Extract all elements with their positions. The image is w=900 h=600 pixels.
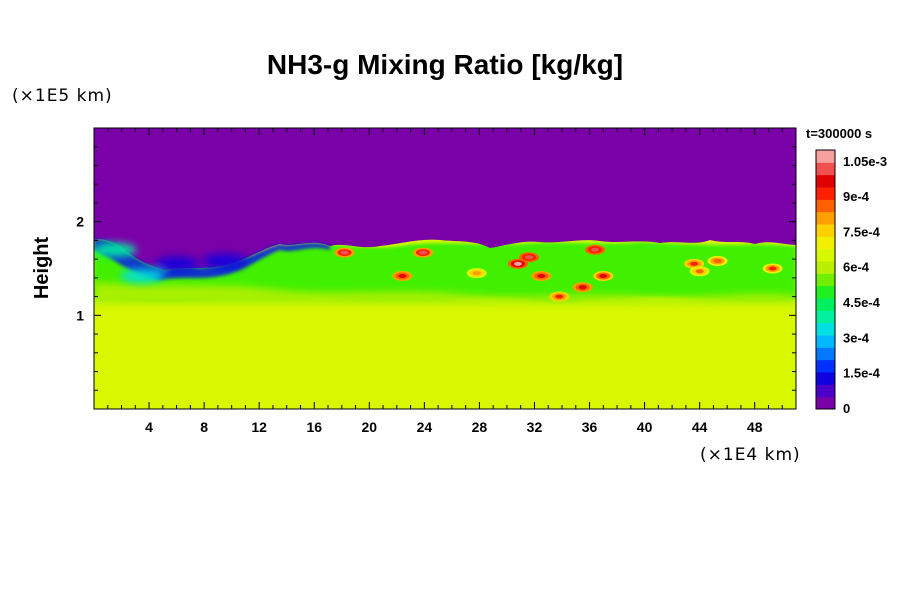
x-tick-label: 40 (637, 419, 653, 435)
blob-core (418, 250, 427, 255)
blob-core (695, 269, 704, 274)
time-label: t=300000 s (806, 126, 872, 141)
low-value-patch (154, 256, 199, 271)
x-tick-label: 24 (417, 419, 433, 435)
colorbar-swatch (816, 273, 835, 287)
blob-core (524, 255, 533, 260)
low-value-patch (94, 242, 137, 257)
colorbar-label: 9e-4 (843, 189, 870, 204)
x-tick-label: 28 (472, 419, 488, 435)
x-tick-label: 32 (527, 419, 543, 435)
high-value-blobs (334, 244, 783, 302)
colorbar-swatches (816, 150, 835, 410)
colorbar-label: 3e-4 (843, 330, 870, 345)
colorbar-label: 4.5e-4 (843, 295, 881, 310)
colorbar-swatch (816, 174, 835, 188)
colorbar: 0 1.5e-4 3e-4 4.5e-4 6e-4 7.5e-4 9e-4 1.05e-3 (815, 149, 887, 416)
blob-core (398, 273, 407, 278)
blob-core (713, 259, 722, 264)
colorbar-swatch (816, 162, 835, 176)
colorbar-label: 1.5e-4 (843, 366, 881, 381)
x-unit-label: (×1E4 km) (700, 445, 801, 465)
blob-core (591, 247, 600, 252)
colorbar-frame (815, 149, 836, 410)
colorbar-swatch (816, 187, 835, 200)
colorbar-swatch (816, 372, 835, 385)
blob-core (768, 266, 777, 271)
x-tick-label: 48 (747, 419, 763, 435)
colorbar-swatch (816, 298, 835, 311)
y-tick-label: 1 (76, 307, 84, 323)
low-value-patch (202, 254, 247, 269)
y-tick-label: 2 (76, 214, 84, 230)
x-tick-label: 8 (200, 419, 208, 435)
colorbar-label: 7.5e-4 (843, 224, 881, 239)
colorbar-swatch (816, 224, 835, 237)
y-unit-label: (×1E5 km) (12, 86, 113, 106)
colorbar-labels: 0 1.5e-4 3e-4 4.5e-4 6e-4 7.5e-4 9e-4 1.05e-3 (843, 154, 887, 416)
low-value-patches (94, 242, 247, 283)
blue-fringe (94, 239, 330, 280)
blob-core (340, 250, 349, 255)
colorbar-swatch (816, 211, 835, 225)
colorbar-swatch (816, 335, 835, 348)
mixing-layer-field (94, 239, 796, 302)
x-tick-label: 4 (145, 419, 153, 435)
plot-area: 4 8 12 16 20 24 28 32 36 40 44 48 12 (76, 127, 797, 435)
colorbar-label: 0 (843, 401, 850, 416)
mixing-layer-lower-band (94, 282, 796, 304)
colorbar-swatch (816, 322, 835, 336)
colorbar-swatch (816, 310, 835, 324)
blob-core (555, 294, 564, 299)
colorbar-swatch (816, 347, 835, 361)
colorbar-swatch (816, 199, 835, 213)
colorbar-swatch (816, 384, 835, 398)
colorbar-swatch (816, 248, 835, 262)
chart-title: NH3-g Mixing Ratio [kg/kg] (267, 49, 623, 80)
colorbar-swatch (816, 396, 835, 410)
blob-core (578, 285, 587, 290)
blob-core (690, 261, 699, 266)
x-tick-label: 20 (362, 419, 378, 435)
blob-core (513, 261, 522, 266)
colorbar-swatch (816, 359, 835, 373)
x-tick-label: 44 (692, 419, 708, 435)
x-tick-label: 36 (582, 419, 598, 435)
blob-core (599, 273, 608, 278)
blob-core (472, 271, 481, 276)
colorbar-swatch (816, 236, 835, 250)
blob-core (537, 273, 546, 278)
upper-layer-field (94, 128, 796, 270)
low-value-patch (120, 268, 165, 283)
y-axis-label: Height (31, 237, 53, 300)
colorbar-label: 6e-4 (843, 260, 870, 275)
colorbar-swatch (816, 285, 835, 299)
x-tick-label: 16 (306, 419, 322, 435)
x-axis: 4 8 12 16 20 24 28 32 36 40 44 48 (107, 128, 783, 435)
y-axis: 12 (76, 146, 796, 391)
plot-frame (93, 127, 797, 410)
colorbar-swatch (816, 261, 835, 274)
colorbar-swatch (816, 150, 835, 163)
colorbar-label: 1.05e-3 (843, 154, 887, 169)
x-tick-label: 12 (251, 419, 267, 435)
